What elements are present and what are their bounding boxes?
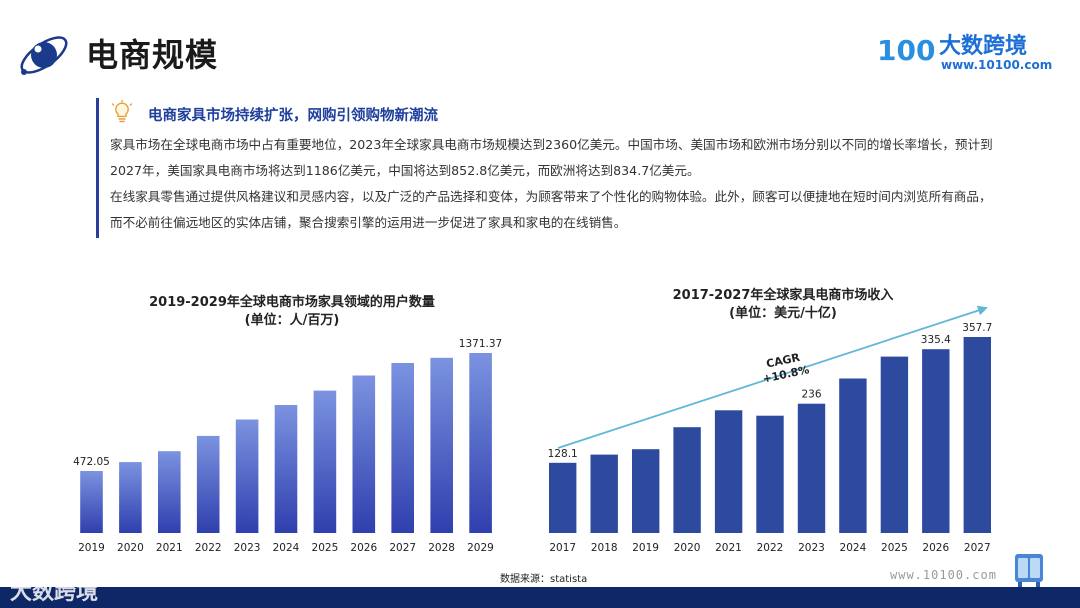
cabinet-icon [1015,554,1043,587]
brand-mark-icon: 100 [877,34,935,67]
data-label: 357.7 [962,322,992,334]
cagr-annotation: CAGR +10.8% [761,351,810,386]
bar-2019 [80,471,103,533]
x-tick-label: 2020 [117,542,144,554]
x-tick-label: 2027 [964,542,991,554]
x-tick-label: 2023 [798,542,825,554]
x-tick-label: 2021 [156,542,183,554]
bar-2028 [430,357,453,533]
data-source: 数据来源：statista [500,574,588,585]
data-label: 236 [801,389,821,401]
planet-logo-icon [20,36,68,75]
bar-2020 [673,427,701,533]
bar-2022 [196,435,220,533]
site-url[interactable]: www.10100.com [890,568,997,582]
bar-2021 [714,410,743,533]
brand-logo[interactable]: 100 大数跨境 www.10100.com [877,28,1052,76]
bar-2027 [963,337,991,533]
bar-2026 [352,375,376,533]
summary-paragraph-2: 在线家具零售通过提供风格建议和灵感内容，以及广泛的产品选择和变体，为顾客带来了个… [110,189,992,230]
bar-2025 [313,390,337,533]
watermark-text: 大数跨境 [10,580,99,605]
x-tick-label: 2026 [350,542,377,554]
users-chart-title-text: 2019-2029年全球电商市场家具领域的用户数量 [149,295,435,310]
bar-2021 [158,451,181,533]
summary-body: 家具市场在全球电商市场中占有重要地位，2023年全球家具电商市场规模达到2360… [110,132,1000,236]
lightbulb-icon [111,100,133,123]
bar-2019 [632,449,660,533]
x-tick-label: 2019 [632,542,659,554]
revenue-chart-title-text: 2017-2027年全球家具电商市场收入 [672,288,894,303]
x-tick-label: 2020 [674,542,701,554]
x-tick-label: 2019 [78,542,105,554]
x-tick-label: 2022 [195,542,222,554]
summary-section: 电商家具市场持续扩张，网购引领购物新潮流 家具市场在全球电商市场中占有重要地位，… [96,98,996,240]
revenue-bar-chart: CAGR +10.8% 2017 128.1 2018 2019 2020 2021 202… [548,305,992,554]
bar-2024 [839,378,867,533]
x-tick-label: 2026 [922,542,949,554]
data-label: 472.05 [73,456,110,468]
summary-heading: 电商家具市场持续扩张，网购引领购物新潮流 [148,108,438,124]
x-tick-label: 2023 [234,542,261,554]
bar-2017 [549,462,577,533]
x-tick-label: 2018 [591,542,618,554]
summary-paragraph-1: 家具市场在全球电商市场中占有重要地位，2023年全球家具电商市场规模达到2360… [110,137,993,178]
x-tick-label: 2021 [715,542,742,554]
bar-2025 [880,356,909,533]
x-tick-label: 2024 [840,542,867,554]
x-tick-label: 2022 [757,542,784,554]
data-label: 335.4 [921,334,951,346]
data-label: 128.1 [548,448,578,460]
bar-2024 [274,405,298,533]
x-tick-label: 2028 [428,542,455,554]
users-chart-subtitle: (单位：人/百万) [244,313,340,328]
summary-accent-bar [96,98,99,238]
bar-2027 [391,363,414,533]
data-label: 1371.37 [459,338,502,350]
brand-url: www.10100.com [941,58,1053,72]
bar-2018 [590,454,618,533]
page-title: 电商规模 [86,36,219,74]
brand-mark-text: 100 [877,34,935,67]
revenue-chart-title: 2017-2027年全球家具电商市场收入 (单位：美元/十亿) [618,287,948,323]
bar-2029 [469,353,492,533]
brand-name: 大数跨境 [939,34,1028,59]
bar-2022 [756,415,784,533]
x-tick-label: 2029 [467,542,494,554]
x-tick-label: 2025 [881,542,908,554]
x-tick-label: 2017 [549,542,576,554]
cagr-trend-arrow [557,305,988,449]
revenue-chart-subtitle: (单位：美元/十亿) [729,306,837,321]
bar-2026 [922,349,950,533]
bar-2023 [797,403,826,533]
users-bar-chart: 2019 472.05 2020 2021 2022 2023 2024 2025 2026 20… [73,338,502,554]
bar-2023 [235,419,259,533]
x-tick-label: 2025 [312,542,339,554]
bar-2020 [119,462,142,533]
x-tick-label: 2024 [273,542,300,554]
users-chart-title: 2019-2029年全球电商市场家具领域的用户数量 (单位：人/百万) [118,294,466,330]
footer-bar [0,587,1080,608]
x-tick-label: 2027 [389,542,416,554]
